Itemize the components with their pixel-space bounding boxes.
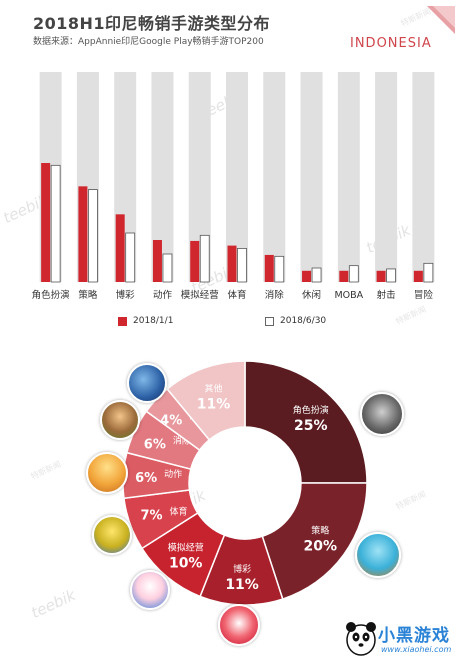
category-label: MOBA bbox=[334, 290, 363, 301]
donut-slice-label: 策略 bbox=[311, 525, 329, 537]
game-icon-boom-beach bbox=[355, 532, 401, 578]
game-icon-football bbox=[92, 515, 132, 555]
game-icon-lineage bbox=[360, 392, 404, 436]
donut-slice-percent: 6% bbox=[135, 471, 157, 486]
legend-label-series1: 2018/1/1 bbox=[133, 316, 174, 326]
bar-series2 bbox=[311, 267, 322, 283]
bar-background bbox=[375, 72, 398, 282]
chart-title: 2018H1印尼畅销手游类型分布 bbox=[33, 14, 271, 33]
bar-series1 bbox=[41, 163, 51, 282]
bar-series1 bbox=[190, 240, 200, 282]
bar-series1 bbox=[78, 186, 88, 282]
bar-background bbox=[226, 72, 248, 282]
category-label: 动作 bbox=[153, 289, 173, 301]
game-icon-mobile-legends bbox=[127, 363, 167, 403]
donut-chart: 角色扮演25%策略20%博彩11%模拟经营10%体育7%动作6%消除6%MOBA… bbox=[122, 360, 368, 606]
game-icon-poker bbox=[218, 604, 260, 646]
brand-url: www.xiaohei.com bbox=[381, 645, 452, 654]
game-icon-farm bbox=[130, 570, 170, 610]
category-label: 冒险 bbox=[414, 289, 434, 301]
donut-slice-label: 动作 bbox=[164, 468, 182, 480]
legend-item-series2: 2018/6/30 bbox=[265, 316, 326, 326]
bar-series2 bbox=[237, 247, 247, 283]
bar-series2 bbox=[88, 189, 98, 283]
category-label: 博彩 bbox=[116, 289, 136, 301]
category-label: 消除 bbox=[265, 289, 285, 301]
bar-series2 bbox=[386, 268, 396, 283]
donut-slice-percent: 11% bbox=[197, 396, 231, 412]
bar-chart: 角色扮演 策略 博彩 动作 模拟经营 体育 消除 休闲 MOBA 射击 冒险 bbox=[32, 72, 435, 301]
game-icon-clash-of-clans bbox=[100, 400, 140, 440]
legend-swatch-series1 bbox=[118, 316, 127, 326]
game-icon-anime-rpg bbox=[86, 452, 128, 494]
category-label: 射击 bbox=[377, 289, 396, 301]
chart-subtitle: 数据来源：AppAnnie印尼Google Play畅销手游TOP200 bbox=[33, 37, 264, 47]
bar-series2 bbox=[162, 253, 173, 283]
bar-background bbox=[412, 72, 435, 282]
donut-slice-percent: 25% bbox=[294, 418, 328, 434]
bar-background bbox=[263, 72, 286, 282]
category-label: 策略 bbox=[78, 289, 98, 301]
donut-slice bbox=[166, 360, 246, 441]
donut-slice-percent: 6% bbox=[144, 437, 166, 452]
donut-slice bbox=[244, 360, 368, 484]
bar-series2 bbox=[423, 262, 434, 283]
bar-background bbox=[151, 72, 174, 282]
donut-slice-percent: 4% bbox=[160, 413, 182, 428]
bar-background bbox=[337, 72, 360, 282]
category-label: 模拟经营 bbox=[181, 289, 219, 301]
category-label: 休闲 bbox=[302, 289, 321, 301]
donut-slice-percent: 11% bbox=[225, 577, 259, 593]
donut-slice-label: 其他 bbox=[204, 382, 222, 394]
bar-series1 bbox=[413, 270, 423, 282]
donut-slice-label: 体育 bbox=[169, 506, 187, 518]
corner-triangle-icon bbox=[427, 6, 455, 34]
donut-slice-label: 博彩 bbox=[233, 563, 251, 575]
brand-name: 小黑游戏 bbox=[378, 626, 450, 646]
donut-slice-percent: 20% bbox=[303, 539, 337, 555]
donut-slice-percent: 10% bbox=[169, 556, 203, 572]
bar-series1 bbox=[152, 240, 162, 282]
panda-icon bbox=[346, 622, 376, 656]
bar-series1 bbox=[339, 270, 349, 282]
donut-slice-percent: 7% bbox=[140, 509, 162, 524]
bar-background bbox=[300, 72, 323, 282]
legend-swatch-series2 bbox=[265, 316, 274, 326]
donut-slice bbox=[261, 482, 368, 600]
bar-series2 bbox=[125, 232, 136, 283]
category-label: 角色扮演 bbox=[32, 289, 70, 301]
bar-series2 bbox=[274, 255, 285, 283]
legend-item-series1: 2018/1/1 bbox=[118, 316, 173, 326]
bar-series2 bbox=[50, 164, 61, 283]
bar-series2 bbox=[199, 234, 210, 283]
donut-slice-label: 模拟经营 bbox=[168, 542, 204, 554]
category-label: 体育 bbox=[227, 289, 246, 301]
bar-background bbox=[188, 72, 211, 282]
region-label: INDONESIA bbox=[350, 36, 432, 51]
bar-series1 bbox=[302, 270, 312, 282]
bar-series1 bbox=[264, 254, 274, 282]
bar-series1 bbox=[115, 214, 125, 282]
watermark-cn: 特斯新闻 bbox=[394, 304, 428, 327]
donut-slice-label: 角色扮演 bbox=[293, 404, 329, 416]
bar-series1 bbox=[227, 245, 237, 282]
bar-series2 bbox=[348, 265, 359, 283]
legend-label-series2: 2018/6/30 bbox=[280, 316, 327, 326]
brand-logo bbox=[346, 622, 376, 656]
bar-series1 bbox=[376, 270, 386, 282]
